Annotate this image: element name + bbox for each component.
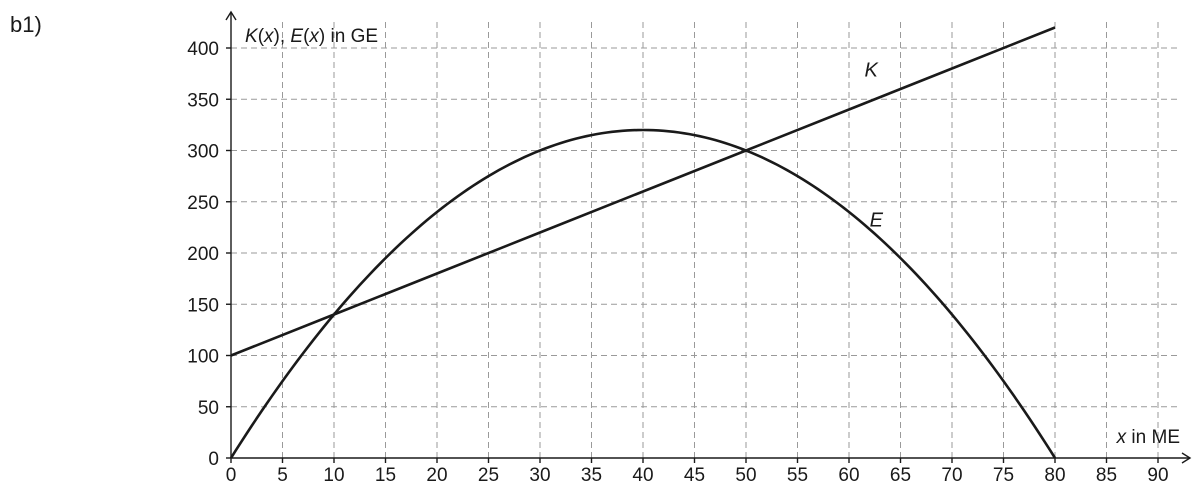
y-tick-label-350: 350 <box>187 90 219 111</box>
x-tick-label-45: 45 <box>684 465 705 486</box>
x-tick-label-5: 5 <box>277 465 288 486</box>
y-tick-label-200: 200 <box>187 244 219 265</box>
series-line-e <box>229 128 1057 459</box>
series-line-k <box>230 26 1056 357</box>
x-tick-label-85: 85 <box>1096 465 1117 486</box>
x-tick-label-80: 80 <box>1044 465 1065 486</box>
task-label: b1) <box>10 12 42 37</box>
x-tick-label-40: 40 <box>632 465 653 486</box>
y-tick-label-50: 50 <box>198 398 219 419</box>
axes <box>225 10 1192 464</box>
x-tick-label-50: 50 <box>735 465 756 486</box>
y-tick-label-100: 100 <box>187 347 219 368</box>
grid <box>231 19 1179 458</box>
y-tick-label-0: 0 <box>208 449 219 470</box>
x-tick-label-65: 65 <box>890 465 911 486</box>
x-tick-label-70: 70 <box>941 465 962 486</box>
x-tick-label-30: 30 <box>529 465 550 486</box>
y-tick-label-400: 400 <box>187 39 219 60</box>
x-tick-label-60: 60 <box>838 465 859 486</box>
x-tick-label-15: 15 <box>375 465 396 486</box>
x-tick-label-0: 0 <box>226 465 237 486</box>
x-axis-arrow <box>1181 452 1192 464</box>
tick-labels: 0 5 10 15 20 25 30 35 40 45 50 55 60 65 70 75 80 85 90 0 50 1… <box>187 39 1168 486</box>
y-tick-label-300: 300 <box>187 142 219 163</box>
x-tick-label-35: 35 <box>581 465 602 486</box>
x-tick-label-75: 75 <box>993 465 1014 486</box>
x-axis-title: x in ME <box>1116 427 1180 448</box>
y-axis-title: K(x), E(x) in GE <box>245 26 378 47</box>
series-lines <box>229 26 1057 459</box>
y-axis-arrow <box>225 10 237 21</box>
x-tick-label-90: 90 <box>1147 465 1168 486</box>
x-tick-label-25: 25 <box>478 465 499 486</box>
series-label-e: E <box>870 209 884 231</box>
y-tick-label-250: 250 <box>187 193 219 214</box>
series-label-k: K <box>864 60 879 82</box>
x-tick-label-20: 20 <box>426 465 447 486</box>
y-tick-label-150: 150 <box>187 295 219 316</box>
x-tick-label-10: 10 <box>323 465 344 486</box>
x-tick-label-55: 55 <box>787 465 808 486</box>
